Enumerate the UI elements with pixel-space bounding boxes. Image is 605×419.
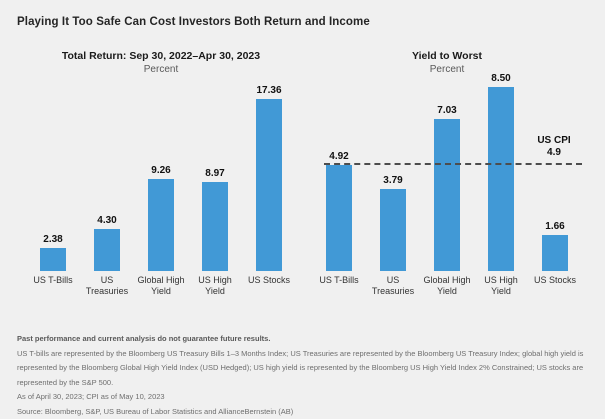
bar [202,182,228,271]
footnote-as-of: As of April 30, 2023; CPI as of May 10, … [17,392,165,401]
bar [434,119,460,271]
cpi-reference-label-value: 4.9 [547,147,561,159]
chart-total-return: Total Return: Sep 30, 2022–Apr 30, 2023 P… [26,50,296,298]
plot-area: 4.92 3.79 7.03 8.50 1.66 US CPI 4.9 [312,73,582,271]
category-label: US T-Bills [319,275,359,285]
bar-group: 1.66 [528,221,582,271]
bar-group: 7.03 [420,105,474,271]
chart-yield-to-worst: Yield to Worst Percent 4.92 3.79 7.03 8.50 1.6… [312,50,582,298]
bar [326,164,352,271]
footnote-disclaimer: Past performance and current analysis do… [17,334,271,343]
category-label: US Treasuries [85,275,129,297]
bar [148,179,174,271]
bar-value-label: 3.79 [383,175,403,186]
category-axis: US T-Bills US Treasuries Global High Yield… [312,275,582,298]
bar [256,99,282,271]
bar [94,228,120,271]
bar [380,189,406,271]
bar [542,235,568,271]
bar-group: 9.26 [134,165,188,271]
bar-value-label: 7.03 [437,105,457,116]
cpi-reference-line [324,163,582,165]
category-label: US Stocks [533,275,576,285]
bar-value-label: 4.30 [97,214,117,226]
bar-value-label: 8.50 [491,73,511,85]
chart-subtitle: Percent [143,64,179,75]
bar-group: 2.38 [26,233,80,271]
page-title: Playing It Too Safe Can Cost Investors B… [17,16,370,28]
category-label: US Stocks [247,275,290,285]
bar-group: 4.92 [312,151,366,271]
footnotes: Past performance and current analysis do… [17,332,595,419]
category-axis: US T-Bills US Treasuries Global High Yield… [26,275,296,298]
bar-group: 3.79 [366,175,420,271]
category-label: US Treasuries [371,275,415,297]
bar-group: 8.97 [188,168,242,271]
chart-subtitle: Percent [429,64,465,75]
cpi-reference-label: US CPI 4.9 [526,135,582,159]
category-label: US T-Bills [33,275,73,285]
bar-group: 17.36 [242,85,296,271]
bar-value-label: 9.26 [151,165,171,177]
category-label: Global High Yield [423,275,471,297]
bar-value-label: 8.97 [205,168,225,180]
bar-group: 8.50 [474,73,528,271]
bar [40,247,66,271]
bar-value-label: 4.92 [329,150,349,162]
bar-value-label: 17.36 [256,85,282,97]
bar-group: 4.30 [80,214,134,271]
chart-title: Yield to Worst [411,50,482,62]
category-label: US High Yield [198,275,232,297]
bar [488,87,514,271]
bar-value-label: 2.38 [43,233,63,245]
charts-row: Total Return: Sep 30, 2022–Apr 30, 2023 P… [0,50,605,298]
category-label: Global High Yield [137,275,185,297]
chart-title: Total Return: Sep 30, 2022–Apr 30, 2023 [61,50,261,62]
cpi-reference-label-name: US CPI [537,135,571,147]
plot-area: 2.38 4.30 9.26 8.97 17.36 [26,85,296,271]
footnote-definitions: US T-bills are represented by the Bloomb… [17,348,584,387]
footnote-source: Source: Bloomberg, S&P, US Bureau of Lab… [17,406,294,416]
bar-value-label: 1.66 [545,221,565,233]
category-label: US High Yield [484,275,518,297]
